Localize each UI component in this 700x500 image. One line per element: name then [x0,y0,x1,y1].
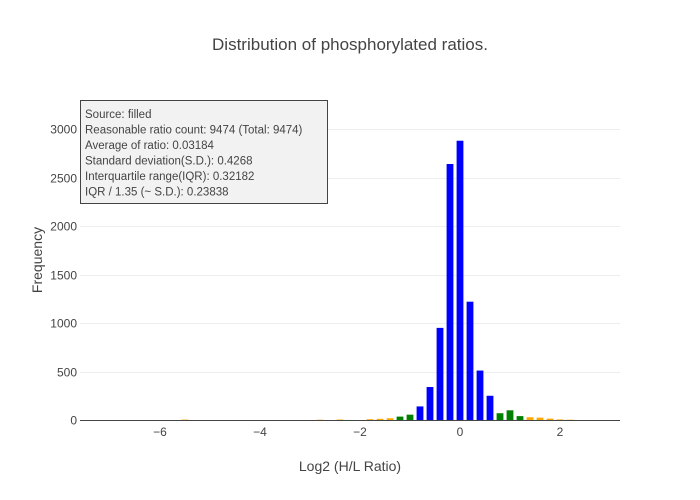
histogram-bar-center [426,387,434,420]
histogram-bar-center [456,140,464,421]
histogram-bar-center [476,370,484,420]
histogram-bar-outside [316,419,324,421]
histogram-bar-center [416,406,424,420]
histogram-bar-intermediate [396,416,404,420]
y-tick-label: 2500 [50,172,77,186]
histogram-bar-outside [566,419,574,421]
x-tick-label: 0 [457,425,464,439]
histogram-bar-center [486,395,494,420]
histogram-bar-intermediate [406,414,414,420]
histogram-bar-outside [556,419,564,420]
x-tick-label: −6 [153,425,167,439]
annotation-line-average: Average of ratio: 0.03184 [85,140,215,152]
y-axis-ticks: 0 500 1000 1500 2000 2500 3000 [50,123,77,428]
stats-annotation: Source: filled Reasonable ratio count: 9… [80,100,328,204]
stats-annotation-box [80,100,328,204]
y-axis-title: Frequency [29,227,45,293]
histogram-bar-outside [546,418,554,420]
y-tick-label: 0 [70,414,77,428]
chart-title: Distribution of phosphorylated ratios. [212,35,488,54]
histogram-bar-outside [376,418,384,420]
y-tick-label: 3000 [50,123,77,137]
annotation-line-iqr-ratio: IQR / 1.35 (~ S.D.): 0.23838 [85,187,229,199]
y-tick-label: 1500 [50,269,77,283]
histogram-bar-center [436,327,444,420]
x-axis-ticks: −6 −4 −2 0 2 [153,425,564,439]
annotation-line-source: Source: filled [85,109,151,121]
histogram-bar-outside [386,418,394,420]
histogram-bar-center [446,164,454,420]
x-tick-label: −2 [353,425,367,439]
x-axis-title: Log2 (H/L Ratio) [299,458,401,474]
histogram-bar-intermediate [496,413,504,420]
annotation-line-iqr: Interquartile range(IQR): 0.32182 [85,171,254,183]
histogram-bar-outside [536,417,544,420]
y-tick-label: 1000 [50,317,77,331]
y-tick-label: 500 [57,366,77,380]
histogram-bar-outside [526,417,534,420]
histogram-bars [181,140,574,421]
x-tick-label: −4 [253,425,267,439]
histogram-bar-outside [336,419,344,421]
histogram-bar-outside [181,419,189,421]
annotation-line-sd: Standard deviation(S.D.): 0.4268 [85,156,253,168]
annotation-line-count: Reasonable ratio count: 9474 (Total: 947… [85,125,303,137]
x-tick-label: 2 [557,425,564,439]
y-tick-label: 2000 [50,220,77,234]
histogram-bar-outside [366,419,374,420]
histogram-bar-intermediate [506,410,514,420]
histogram-bar-center [466,301,474,420]
histogram-bar-intermediate [516,416,524,420]
